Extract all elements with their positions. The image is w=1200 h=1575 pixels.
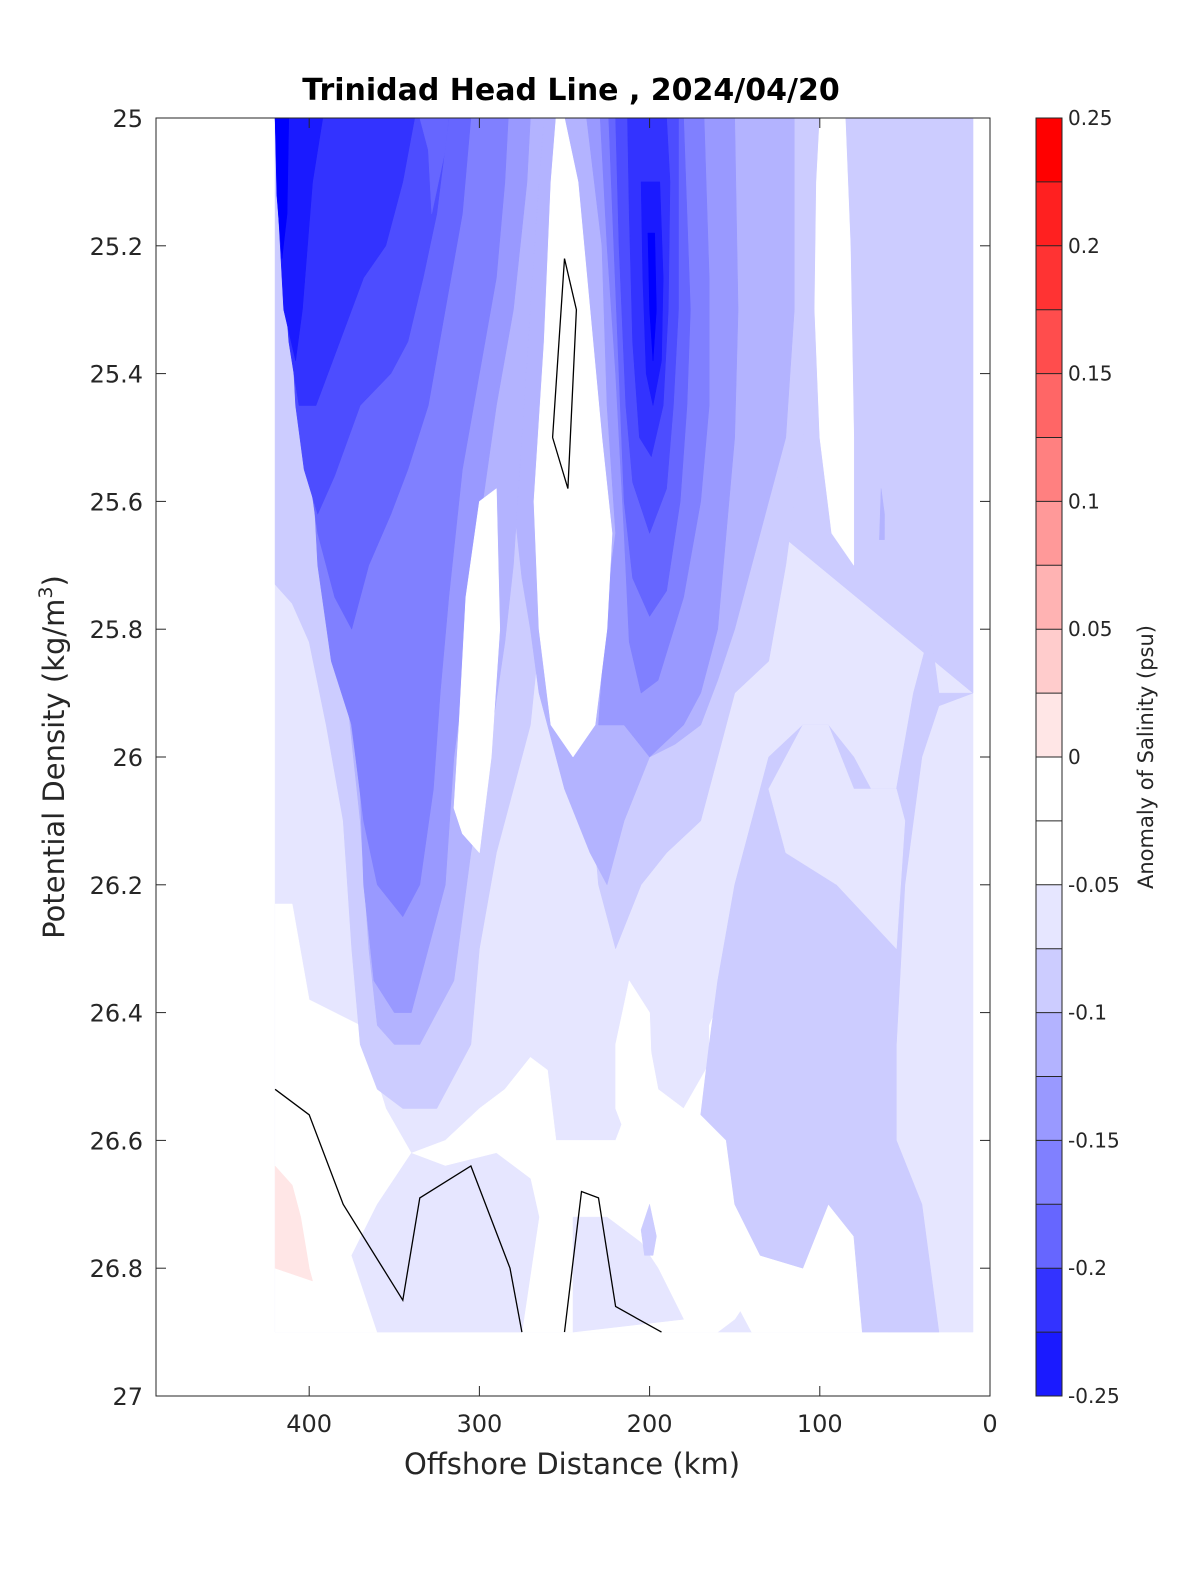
colorbar-swatch xyxy=(1036,245,1062,311)
colorbar-swatch xyxy=(1036,757,1062,822)
colorbar-swatch xyxy=(1036,309,1062,375)
colorbar-swatch xyxy=(1036,1204,1062,1269)
y-tick-label: 26.4 xyxy=(90,1000,143,1028)
zero-contour-lines xyxy=(274,258,662,1333)
colorbar-tick-label: -0.25 xyxy=(1068,1384,1120,1408)
colorbar-swatch xyxy=(1036,1076,1062,1141)
colorbar-swatch xyxy=(1036,629,1062,694)
colorbar-swatch xyxy=(1036,1012,1062,1077)
colorbar-tick-label: 0.15 xyxy=(1068,362,1113,386)
y-axis: 25 25.2 25.4 25.6 25.8 26 26.2 26.4 26.6 26.8 27 xyxy=(90,105,990,1411)
colorbar-tick-label: 0.05 xyxy=(1068,617,1113,641)
colorbar-tick-label: 0.25 xyxy=(1068,106,1113,130)
colorbar-swatch xyxy=(1036,693,1062,758)
contour-region xyxy=(879,488,885,540)
contour-region xyxy=(351,1152,540,1333)
colorbar-swatch xyxy=(1036,1332,1062,1397)
colorbar-swatch xyxy=(1036,373,1062,438)
x-tick-label: 300 xyxy=(456,1410,502,1438)
y-tick-label: 27 xyxy=(112,1383,143,1411)
y-axis-title: Potential Density (kg/m3) xyxy=(35,575,71,939)
contour-region xyxy=(533,117,613,758)
contour-region xyxy=(615,980,654,1154)
y-axis-title-end: ) xyxy=(37,575,71,586)
x-tick-label: 0 xyxy=(982,1410,997,1438)
colorbar-swatch xyxy=(1036,948,1062,1014)
y-tick-label: 25.8 xyxy=(90,616,143,644)
colorbar-tick-label: -0.05 xyxy=(1068,873,1120,897)
y-tick-label: 25.6 xyxy=(90,488,143,516)
y-axis-title-sup: 3 xyxy=(35,586,57,598)
zero-contour-line xyxy=(274,1088,523,1333)
y-tick-label: 25 xyxy=(112,105,143,133)
colorbar-tick-label: -0.15 xyxy=(1068,1128,1120,1152)
colorbar-swatch xyxy=(1036,437,1062,502)
zero-contour-line xyxy=(563,1190,662,1333)
zero-contour-line xyxy=(551,258,578,489)
colorbar-tick-label: 0.1 xyxy=(1068,489,1100,513)
colorbar-tick-label: -0.1 xyxy=(1068,1001,1107,1025)
contour-region xyxy=(640,1203,657,1256)
colorbar-tick-label: 0 xyxy=(1068,745,1081,769)
contour-region xyxy=(647,232,657,361)
colorbar-swatch xyxy=(1036,1140,1062,1205)
colorbar-swatch xyxy=(1036,118,1062,183)
x-tick-label: 100 xyxy=(797,1410,843,1438)
contour-region xyxy=(814,117,855,567)
colorbar-swatch xyxy=(1036,565,1062,630)
contour-region xyxy=(768,724,906,950)
colorbar-swatch xyxy=(1036,181,1062,247)
colorbar-swatch xyxy=(1036,1268,1062,1333)
contour-fills xyxy=(274,117,974,1333)
y-tick-label: 26 xyxy=(112,744,143,772)
contour-region xyxy=(572,1216,684,1333)
y-tick-label: 26.2 xyxy=(90,872,143,900)
colorbar-tick-label: 0.2 xyxy=(1068,234,1100,258)
x-tick-label: 200 xyxy=(627,1410,673,1438)
contour-region xyxy=(453,488,501,854)
chart-title: Trinidad Head Line , 2024/04/20 xyxy=(302,73,839,108)
colorbar-swatch xyxy=(1036,501,1062,566)
colorbar-title: Anomaly of Salinity (psu) xyxy=(1134,625,1158,889)
colorbar-swatch xyxy=(1036,820,1062,886)
colorbar-swatch xyxy=(1036,884,1062,950)
x-axis-title: Offshore Distance (km) xyxy=(404,1447,740,1481)
contour-region xyxy=(274,1165,313,1282)
colorbar-tick-label: -0.2 xyxy=(1068,1256,1107,1280)
y-tick-label: 25.2 xyxy=(90,233,143,261)
colorbar: 0.25 0.2 0.15 0.1 0.05 0 -0.05 -0.1 -0.15 -0.2 -0.… xyxy=(1035,106,1120,1408)
colorbar-frame xyxy=(1035,117,1063,1397)
y-axis-title-main: Potential Density (kg/m xyxy=(37,599,71,939)
y-tick-label: 26.6 xyxy=(90,1127,143,1155)
y-tick-label: 26.8 xyxy=(90,1255,143,1283)
x-tick-label: 400 xyxy=(286,1410,332,1438)
y-tick-label: 25.4 xyxy=(90,361,143,389)
x-axis: 400 300 200 100 0 xyxy=(286,118,998,1438)
